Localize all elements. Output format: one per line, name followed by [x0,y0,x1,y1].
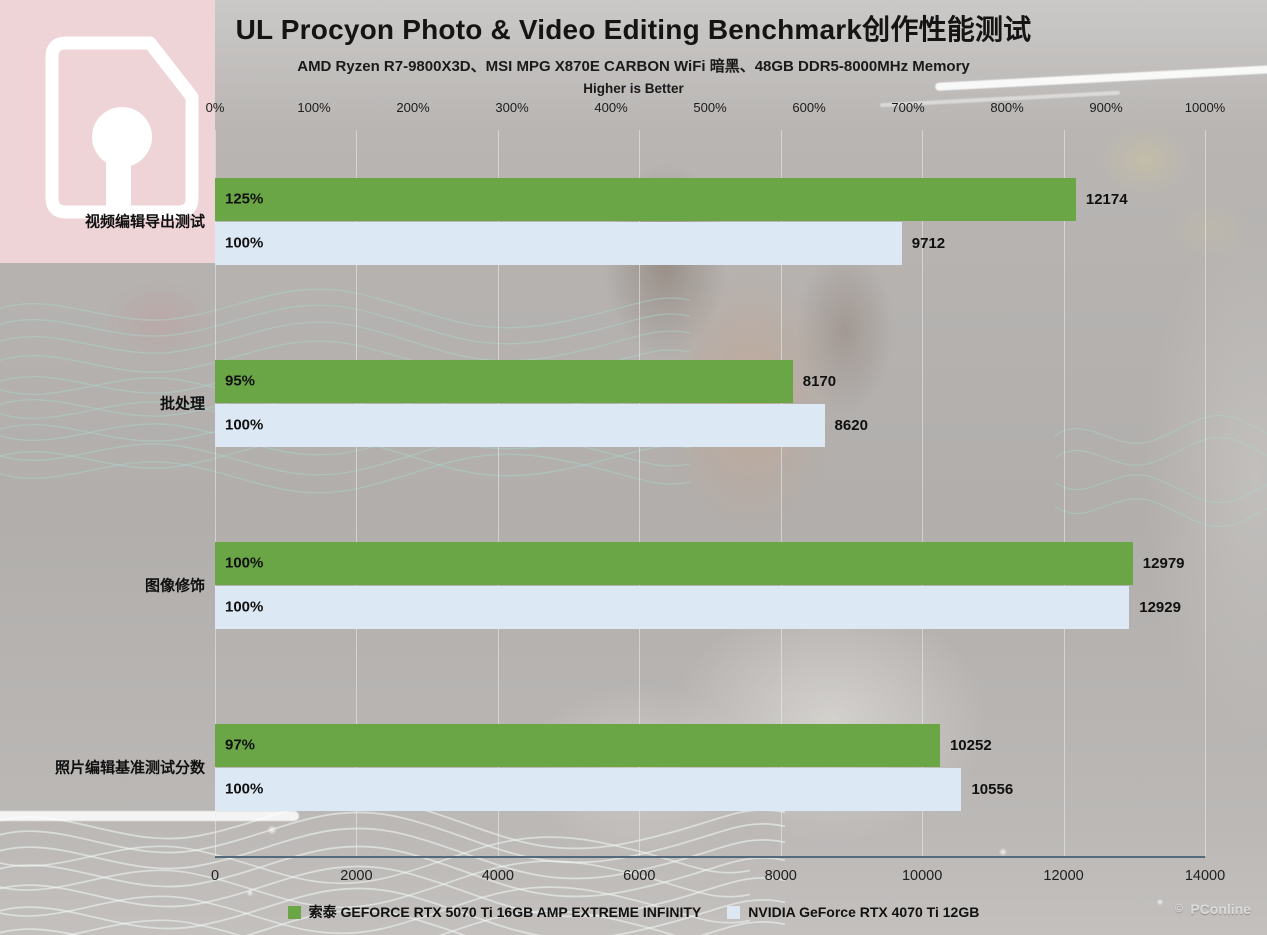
bottom-axis-tick: 12000 [1043,868,1084,884]
bar-percent-label: 100% [225,416,264,434]
bar-value-label: 8620 [834,416,868,434]
plot-area: 视频编辑导出测试 125% 12174 100% 9712 批处理 95% 8170 100% 8… [55,130,1206,858]
top-axis-tick: 0% [205,100,225,115]
bar-value-label: 8170 [802,372,837,390]
legend-swatch [727,905,741,919]
bar-rtx4070ti: 100% [215,403,825,447]
legend-label: 索泰 GEFORCE RTX 5070 Ti 16GB AMP EXTREME … [308,904,702,920]
chart-subtitle: AMD Ryzen R7-9800X3D、MSI MPG X870E CARBO… [297,58,970,75]
bottom-axis: 0 2000 4000 6000 8000 10000 12000 14000 [211,868,1225,888]
gridline [1205,130,1206,856]
bar-rtx5070ti: 95% [215,359,793,403]
gridline [639,130,641,856]
bottom-axis-tick: 10000 [901,868,943,884]
bottom-axis-tick: 14000 [1184,868,1226,884]
bar-row: 95% 8170 [215,359,1205,403]
top-axis-tick: 800% [990,100,1024,115]
procyon-logo [0,0,215,263]
bar-row: 97% 10252 [215,723,1205,767]
bar-row: 100% 9712 [215,221,1205,265]
bar-row: 125% 12174 [215,177,1205,221]
legend-item-rtx5070ti: 索泰 GEFORCE RTX 5070 Ti 16GB AMP EXTREME … [287,902,702,922]
top-axis-tick: 500% [693,100,727,115]
higher-is-better-note: Higher is Better [583,81,684,96]
category-label: 图像修饰 [144,577,205,595]
bar-value-label: 10252 [949,736,992,754]
legend-item-rtx4070ti: NVIDIA GeForce RTX 4070 Ti 12GB [727,904,979,920]
bar-rtx4070ti: 100% [215,585,1130,629]
bar-rtx4070ti: 100% [215,767,962,811]
top-axis-tick: 700% [891,100,925,115]
bar-percent-label: 100% [225,780,264,798]
bar-value-label: 12979 [1142,554,1185,572]
bar-group: 图像修饰 100% 12979 100% 12929 [145,541,1205,629]
bar-percent-label: 100% [225,554,264,572]
bar-value-label: 10556 [971,780,1014,798]
pconline-logo-icon: © [1174,902,1183,915]
bar-percent-label: 125% [225,190,264,208]
page-title: UL Procyon Photo & Video Editing Benchma… [235,14,1032,45]
bar-group: 照片编辑基准测试分数 97% 10252 100% 10556 [55,723,1205,811]
bar-rtx5070ti: 97% [215,723,940,767]
gridline [780,130,782,856]
light-streak [0,811,299,821]
gridline [497,130,499,856]
top-axis-tick: 100% [297,100,331,115]
top-axis-tick: 400% [594,100,628,115]
legend-swatch [287,905,301,919]
bar-row: 100% 10556 [215,767,1205,811]
bottom-axis-tick: 2000 [340,868,373,884]
top-axis-tick: 1000% [1184,100,1226,115]
gridlines [215,130,1206,856]
bar-rtx5070ti: 100% [215,541,1133,585]
gridline [922,130,924,856]
bar-rtx5070ti: 125% [215,177,1076,221]
bar-group: 视频编辑导出测试 125% 12174 100% 9712 [85,177,1205,265]
pconline-watermark-text: PConline [1190,901,1251,917]
category-label: 照片编辑基准测试分数 [54,759,205,777]
pconline-watermark: © PConline [1171,901,1251,917]
legend: 索泰 GEFORCE RTX 5070 Ti 16GB AMP EXTREME … [0,902,1267,922]
bottom-axis-tick: 0 [210,868,220,884]
bar-row: 100% 12929 [215,585,1205,629]
bottom-axis-tick: 6000 [623,868,656,884]
procyon-document-icon [45,36,199,219]
bar-percent-label: 100% [225,234,264,252]
top-axis-tick: 300% [495,100,529,115]
bottom-axis-tick: 4000 [481,868,514,884]
bar-percent-label: 95% [225,372,256,390]
bar-percent-label: 100% [225,598,264,616]
top-axis-tick: 200% [396,100,430,115]
chart-header: UL Procyon Photo & Video Editing Benchma… [0,8,1267,96]
bar-value-label: 12929 [1139,598,1181,616]
bar-row: 100% 12979 [215,541,1205,585]
legend-label: NVIDIA GeForce RTX 4070 Ti 12GB [748,904,980,920]
bottom-axis-tick: 8000 [764,868,797,884]
gridline [215,130,216,856]
bar-value-label: 9712 [911,234,946,252]
bar-value-label: 12174 [1085,190,1128,208]
bar-rtx4070ti: 100% [215,221,902,265]
gridline [1063,130,1065,856]
gridline [356,130,358,856]
bar-percent-label: 97% [225,736,256,754]
top-axis-tick: 600% [792,100,826,115]
category-label: 视频编辑导出测试 [84,213,205,231]
category-label: 批处理 [159,395,205,413]
bar-group: 批处理 95% 8170 100% 8620 [160,359,1205,447]
top-axis: 0% 100% 200% 300% 400% 500% 600% 700% 800% 900% 10… [206,100,1226,118]
top-axis-tick: 900% [1089,100,1123,115]
bar-row: 100% 8620 [215,403,1205,447]
